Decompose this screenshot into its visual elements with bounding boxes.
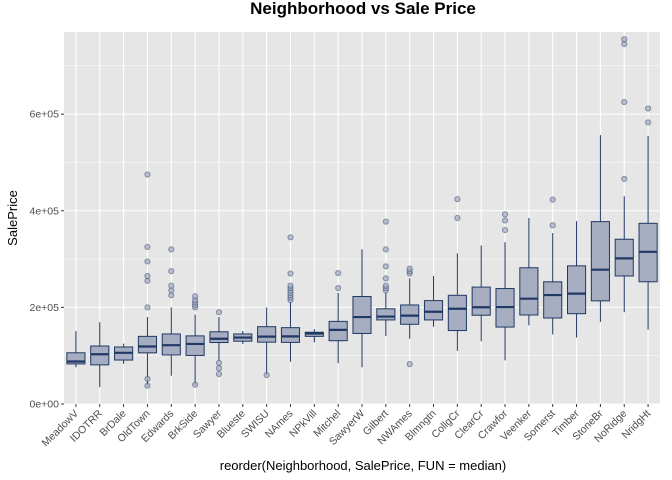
box-idotrr <box>90 322 110 388</box>
box-iqr <box>209 331 229 344</box>
outlier-point <box>263 371 270 379</box>
outlier-point <box>168 282 175 289</box>
outlier-point <box>382 282 389 289</box>
outlier-point <box>621 36 628 43</box>
box-sawyer <box>209 309 229 378</box>
y-tick-label: 0e+00 <box>30 399 60 411</box>
box-iqr <box>423 300 444 321</box>
box-iqr <box>137 335 157 354</box>
box-iqr <box>376 308 396 321</box>
outlier-point <box>192 293 199 300</box>
box-iqr <box>519 267 539 316</box>
outlier-point <box>144 171 151 178</box>
box-iqr <box>567 265 587 315</box>
outlier-point <box>501 226 509 234</box>
outlier-point <box>287 282 294 289</box>
y-tick-label: 4e+05 <box>30 205 60 217</box>
outlier-point <box>621 175 628 182</box>
box-somerst <box>543 196 563 335</box>
outlier-point <box>382 263 389 270</box>
outlier-point <box>454 214 461 222</box>
outlier-point <box>215 359 223 367</box>
box-noridge <box>614 36 634 313</box>
box-meadowv <box>66 331 86 368</box>
box-iqr <box>280 327 301 343</box>
box-edwards <box>161 246 181 376</box>
outlier-point <box>144 375 151 382</box>
outlier-point <box>144 304 151 311</box>
box-iqr <box>471 286 491 316</box>
box-iqr <box>543 281 563 319</box>
chart-title: Neighborhood vs Sale Price <box>250 0 476 18</box>
x-axis-title: reorder(Neighborhood, SalePrice, FUN = m… <box>220 458 507 473</box>
outlier-point <box>144 258 151 265</box>
box-swisu <box>257 307 277 379</box>
y-tick-label: 6e+05 <box>30 109 60 121</box>
outlier-point <box>144 272 151 280</box>
outlier-point <box>335 284 342 292</box>
box-oldtown <box>137 171 157 389</box>
outlier-point <box>144 382 151 389</box>
outlier-point <box>382 246 389 253</box>
box-sawyerw <box>352 249 372 368</box>
box-iqr <box>590 221 610 302</box>
outlier-point <box>382 218 389 225</box>
outlier-point <box>382 275 389 282</box>
outlier-point <box>215 309 223 316</box>
box-crawfor <box>495 211 515 361</box>
outlier-point <box>287 234 294 241</box>
outlier-point <box>644 119 652 126</box>
box-iqr <box>66 352 86 365</box>
outlier-point <box>287 270 294 277</box>
outlier-point <box>335 269 342 277</box>
box-blmngtn <box>423 275 444 327</box>
box-veenker <box>519 218 539 326</box>
y-axis: 0e+00 2e+05 4e+05 6e+05 <box>30 109 64 411</box>
box-iqr <box>257 326 277 343</box>
outlier-point <box>454 196 461 203</box>
box-gilbert <box>376 218 396 336</box>
box-names <box>280 234 301 362</box>
outlier-point <box>215 370 223 378</box>
box-iqr <box>328 320 348 342</box>
box-nwames <box>400 265 420 368</box>
outlier-point <box>549 222 556 229</box>
y-axis-title: SalePrice <box>5 190 20 246</box>
outlier-point <box>501 211 509 218</box>
box-iqr <box>185 335 205 356</box>
box-blueste <box>233 331 253 345</box>
box-iqr <box>352 296 372 334</box>
box-timber <box>567 221 587 338</box>
box-brkside <box>185 293 205 388</box>
box-brdale <box>114 343 134 364</box>
box-mitchel <box>328 269 348 364</box>
outlier-point <box>406 265 413 272</box>
box-collgcr <box>447 196 467 351</box>
x-axis: MeadowVIDOTRRBrDaleOldTownEdwardsBrkSide… <box>40 404 653 449</box>
box-iqr <box>90 345 110 366</box>
outlier-point <box>144 243 151 251</box>
box-iqr <box>447 294 467 332</box>
outlier-point <box>168 268 175 275</box>
outlier-point <box>501 217 509 224</box>
box-clearcr <box>471 245 491 342</box>
outlier-point <box>406 361 413 368</box>
outlier-point <box>644 105 652 112</box>
outlier-point <box>215 365 223 372</box>
y-tick-label: 2e+05 <box>30 302 60 314</box>
box-nridght <box>638 105 658 330</box>
outlier-point <box>621 98 628 106</box>
outlier-point <box>168 246 175 253</box>
outlier-point <box>549 196 556 203</box>
outlier-point <box>192 381 199 388</box>
boxplot-series <box>66 36 658 389</box>
box-npkvill <box>304 329 324 343</box>
box-stonebr <box>590 135 610 322</box>
